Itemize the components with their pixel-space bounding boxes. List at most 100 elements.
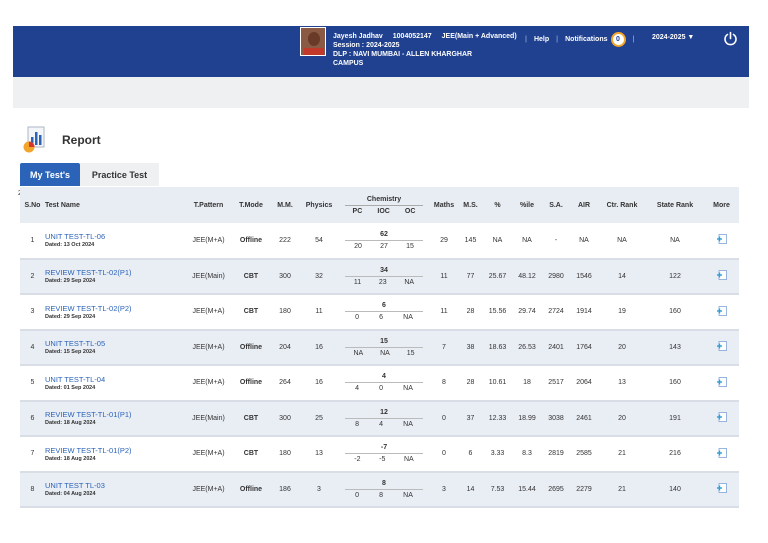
cell-more [704,259,739,295]
cell-pattern: JEE(Main) [192,414,225,422]
cell-sa: 2695 [548,485,564,493]
cell-mode: Offline [239,379,263,387]
cell-mm: 300 [279,272,291,280]
col-chemistry: Chemistry PC IOC OC [338,187,430,223]
cell-state-rank: NA [670,236,680,244]
cell-test-name: REVIEW TEST-TL-01(P1) Dated: 18 Aug 2024 [45,401,185,437]
session-dropdown[interactable]: 2024-2025 ▼ [652,34,695,41]
col-sno: S.No [24,201,41,209]
more-details-icon[interactable] [716,376,728,388]
cell-percent: 10.61 [488,379,507,387]
chemistry-ioc: 8 [379,491,384,499]
cell-test-name: UNIT TEST-TL-06 Dated: 13 Oct 2024 [45,223,185,259]
col-air: AIR [577,201,591,209]
col-oc: OC [404,207,416,215]
col-ms[interactable]: M.S. [463,201,478,209]
cell-pattern: JEE(M+A) [192,485,225,493]
chemistry-total: 8 [382,479,386,487]
col-ioc: IOC [377,207,390,215]
top-header-bar: Jayesh Jadhav 1004052147 JEE(Main + Adva… [13,26,749,77]
cell-air: 2279 [576,485,592,493]
cell-mode: Offline [239,343,263,351]
more-details-icon[interactable] [716,482,728,494]
more-details-icon[interactable] [716,305,728,317]
nav-separator: | [525,36,527,43]
cell-ctr-rank: 19 [618,308,626,316]
test-date: Dated: 18 Aug 2024 [45,420,96,427]
more-details-icon[interactable] [716,269,728,281]
cell-ms: 28 [466,308,475,316]
tab-practice-test[interactable]: Practice Test [80,163,159,186]
cell-mm: 186 [279,485,291,493]
cell-more [704,365,739,401]
cell-maths: 11 [440,308,448,316]
chemistry-ioc: 4 [379,420,384,428]
more-details-icon[interactable] [716,233,728,245]
cell-physics: 11 [315,308,323,316]
col-pattern: T.Pattern [193,201,224,209]
col-mm: M.M. [277,201,293,209]
cell-sno: 8 [30,485,35,493]
test-date: Dated: 13 Oct 2024 [45,242,95,249]
test-name-link[interactable]: REVIEW TEST-TL-01(P2) [45,445,132,455]
cell-air: 2585 [576,450,592,458]
test-name-link[interactable]: REVIEW TEST-TL-02(P2) [45,303,132,313]
cell-maths: 3 [442,485,446,493]
col-percent: % [494,201,501,209]
cell-air: 1764 [576,343,592,351]
cell-state-rank: 160 [669,308,681,316]
col-test-name[interactable]: Test Name [45,201,80,209]
col-percentile: %ile [519,201,534,209]
cell-sa: 3038 [548,414,564,422]
cell-ms: 145 [464,236,477,244]
chemistry-label: Chemistry [366,195,402,203]
cell-chemistry: -7 -2 -5 NA [338,436,430,472]
notifications-link[interactable]: Notifications [565,36,608,43]
cell-test-name: UNIT TEST-TL-04 Dated: 01 Sep 2024 [45,365,185,401]
test-name-link[interactable]: REVIEW TEST-TL-02(P1) [45,268,132,278]
cell-physics: 25 [315,414,323,422]
test-name-link[interactable]: UNIT TEST TL-03 [45,481,105,491]
test-name-link[interactable]: REVIEW TEST-TL-01(P1) [45,410,132,420]
chemistry-total: 6 [382,302,386,310]
nav-separator: | [556,36,559,43]
help-link[interactable]: Help [533,36,550,43]
cell-percent: 12.33 [488,414,507,422]
cell-sno: 4 [30,343,35,351]
chemistry-total: -7 [380,444,388,452]
cell-sa: 2517 [548,379,564,387]
cell-more [704,330,739,366]
more-details-icon[interactable] [716,447,728,459]
chemistry-oc: NA [403,314,413,322]
test-name-link[interactable]: UNIT TEST-TL-04 [45,374,106,384]
chemistry-oc: 15 [406,349,415,357]
cell-sa: - [554,236,558,244]
cell-mode: CBT [243,414,259,422]
power-icon[interactable] [722,30,739,47]
cell-physics: 3 [317,485,321,493]
test-name-link[interactable]: UNIT TEST-TL-06 [45,232,106,242]
cell-ms: 28 [466,379,475,387]
chemistry-oc: NA [403,385,413,393]
cell-maths: 29 [440,236,448,244]
notification-count-badge[interactable]: 0 [610,32,626,47]
cell-percent: 25.67 [488,272,507,280]
more-details-icon[interactable] [716,411,728,423]
cell-pattern: JEE(M+A) [192,343,225,351]
chemistry-oc: 15 [406,242,414,250]
chemistry-oc: NA [404,278,415,286]
tab-my-tests[interactable]: My Test's [20,163,80,186]
cell-physics: 13 [315,450,323,458]
test-tabs: My Test's Practice Test [20,163,159,186]
avatar [300,27,326,56]
center-text: DLP : NAVI MUMBAI - ALLEN KHARGHAR [333,51,473,58]
chemistry-pc: 0 [355,314,359,322]
test-name-link[interactable]: UNIT TEST-TL-05 [45,339,106,349]
cell-chemistry: 62 20 27 15 [338,223,430,259]
cell-ctr-rank: 20 [618,343,626,351]
course-name: JEE(Main + Advanced) [441,33,517,40]
nav-separator: | [632,36,635,43]
chemistry-ioc: NA [380,349,390,357]
more-details-icon[interactable] [716,340,728,352]
cell-more [704,294,739,330]
